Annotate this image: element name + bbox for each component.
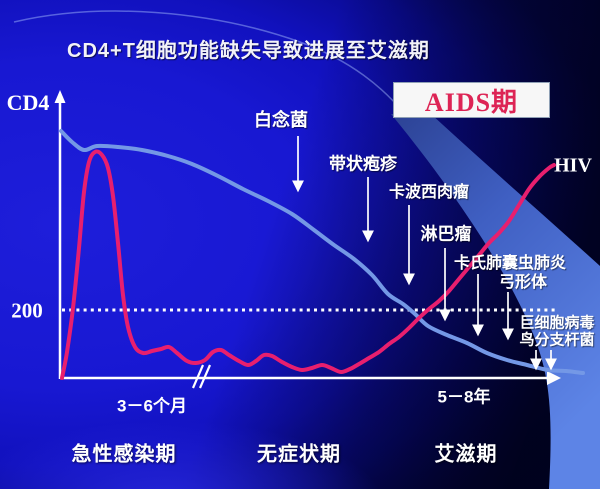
cd4-curve [59,129,585,375]
annotation-label: 淋巴瘤 [420,224,472,244]
x-range-months: 3－6个月 [117,396,187,416]
annotation-arrows [292,136,557,371]
phase-label-aids: 艾滋期 [434,443,498,466]
annotation-label: 巨细胞病毒 [519,314,595,332]
y-tick-200: 200 [11,298,43,323]
annotation-label: 鸟分支杆菌 [519,331,595,349]
annotation-label: 白念菌 [254,110,308,130]
aids-badge: AIDS期 [393,82,550,118]
hiv-curve [60,149,556,380]
hiv-curve-label: HIV [554,154,592,177]
axis-break-mark [191,364,212,389]
annotation-label: 卡波西肉瘤 [388,184,470,201]
annotation-label: 带状疱疹 [329,154,397,174]
x-range-years: 5－8年 [437,387,491,407]
x-axis-arrowhead [547,371,561,385]
background-wedge [391,114,600,489]
annotation-label: 卡氏肺囊虫肺炎 [453,255,567,272]
decorative-arc [13,10,405,114]
slide-title: CD4+T细胞功能缺失导致进展至艾滋期 [67,40,430,62]
y-axis-label: CD4 [6,90,50,115]
y-axis-arrowhead [54,90,66,103]
annotation-label: 弓形体 [498,274,548,291]
phase-label-asymptomatic: 无症状期 [257,443,341,466]
phase-label-acute: 急性感染期 [71,443,177,466]
